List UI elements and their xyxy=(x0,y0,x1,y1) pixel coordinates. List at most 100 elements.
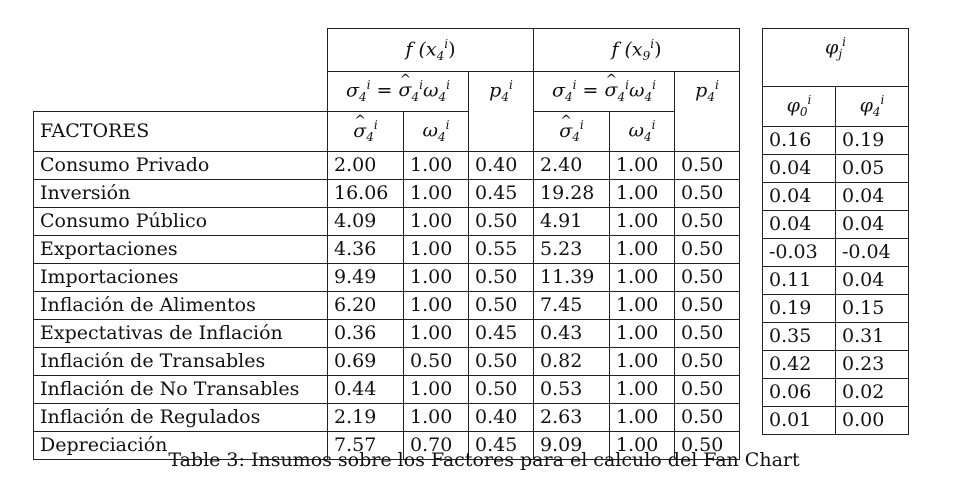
empty-corner xyxy=(34,29,328,72)
factor-name: Depreciación xyxy=(33,431,328,461)
phi-row: 0.06 0.02 xyxy=(762,378,909,408)
factor-name: Consumo Público xyxy=(33,207,328,237)
sigma-formula-1: σ4i = σ4iω4i xyxy=(327,67,469,113)
p4-x4-cell: 0.45 xyxy=(468,179,534,209)
phi-j-header: φji xyxy=(762,28,909,87)
p4-x9-cell: 0.50 xyxy=(674,403,740,433)
table-caption: Table 3: Insumos sobre los Factores para… xyxy=(168,449,800,471)
p4-x4-cell: 0.45 xyxy=(468,431,534,461)
p4-x9-cell: 0.50 xyxy=(674,375,740,405)
phi-row: 0.11 0.04 xyxy=(762,266,909,296)
phi0-cell: 0.04 xyxy=(762,154,836,184)
phi4-cell: 0.04 xyxy=(835,210,909,240)
omega-x9-cell: 1.00 xyxy=(609,151,675,181)
omega-x9-cell: 1.00 xyxy=(609,179,675,209)
omega-header-1: ω4i xyxy=(403,111,469,153)
factors-table: f (x4i) f (x9i) σ4i = σ4iω4i p4i σ4i = σ… xyxy=(33,27,740,461)
phi4-cell: 0.00 xyxy=(835,406,909,436)
phi0-cell: 0.35 xyxy=(762,322,836,352)
phi4-cell: -0.04 xyxy=(835,238,909,268)
omega-x4-cell: 1.00 xyxy=(403,375,469,405)
phi4-cell: 0.05 xyxy=(835,154,909,184)
phi-row: 0.19 0.15 xyxy=(762,294,909,324)
omega-x4-cell: 1.00 xyxy=(403,319,469,349)
empty-corner-2 xyxy=(34,72,328,112)
sigma-hat-header-1: σ4i xyxy=(327,108,404,153)
p4-x4-cell: 0.40 xyxy=(468,403,534,433)
phi4-cell: 0.19 xyxy=(835,126,909,156)
factor-name: Expectativas de Inflación xyxy=(33,319,328,349)
omega-x4-cell: 1.00 xyxy=(403,235,469,265)
table-row: Depreciación 7.57 0.70 0.45 9.09 1.00 0.50 xyxy=(33,431,740,461)
sigma-hat-x9-cell: 7.45 xyxy=(533,291,610,321)
group-header-x9: f (x9i) xyxy=(533,27,740,73)
phi-row: 0.04 0.04 xyxy=(762,182,909,212)
omega-x4-cell: 1.00 xyxy=(403,179,469,209)
phi-row: 0.35 0.31 xyxy=(762,322,909,352)
table-row: Inflación de No Transables 0.44 1.00 0.50 0.… xyxy=(33,375,740,405)
phi-row: 0.16 0.19 xyxy=(762,126,909,156)
sigma-formula-2: σ4i = σ4iω4i xyxy=(533,67,675,113)
sigma-hat-x9-cell: 0.43 xyxy=(533,319,610,349)
factor-name: Importaciones xyxy=(33,263,328,293)
sigma-hat-x9-cell: 11.39 xyxy=(533,263,610,293)
table-row: Exportaciones 4.36 1.00 0.55 5.23 1.00 0.50 xyxy=(33,235,740,265)
factor-name: Inflación de No Transables xyxy=(33,375,328,405)
phi-row: 0.04 0.05 xyxy=(762,154,909,184)
factor-name: Exportaciones xyxy=(33,235,328,265)
factores-header: FACTORES xyxy=(33,111,328,153)
sigma-hat-x9-cell: 2.63 xyxy=(533,403,610,433)
factor-name: Inflación de Alimentos xyxy=(33,291,328,321)
p4-x9-cell: 0.50 xyxy=(674,179,740,209)
sigma-hat-x9-cell: 19.28 xyxy=(533,179,610,209)
phi0-header: φ0i xyxy=(762,85,836,128)
p4-x9-cell: 0.50 xyxy=(674,319,740,349)
sigma-hat-x4-cell: 6.20 xyxy=(327,291,404,321)
factor-name: Consumo Privado xyxy=(33,151,328,181)
p4-x4-cell: 0.50 xyxy=(468,347,534,377)
phi4-cell: 0.04 xyxy=(835,182,909,212)
omega-x4-cell: 1.00 xyxy=(403,263,469,293)
phi0-cell: 0.06 xyxy=(762,378,836,408)
sigma-hat-x9-cell: 5.23 xyxy=(533,235,610,265)
sigma-hat-x4-cell: 4.09 xyxy=(327,207,404,237)
phi-row: 0.01 0.00 xyxy=(762,406,909,436)
omega-x4-cell: 1.00 xyxy=(403,151,469,181)
omega-x9-cell: 1.00 xyxy=(609,263,675,293)
phi-table: φji φ0i φ4i 0.16 0.19 0.04 0.05 0.04 0.04 0.04… xyxy=(762,28,909,436)
omega-x9-cell: 1.00 xyxy=(609,207,675,237)
phi4-cell: 0.02 xyxy=(835,378,909,408)
omega-x4-cell: 1.00 xyxy=(403,403,469,433)
p4-x4-cell: 0.45 xyxy=(468,319,534,349)
phi0-cell: 0.11 xyxy=(762,266,836,296)
sigma-hat-x9-cell: 2.40 xyxy=(533,151,610,181)
sigma-hat-x9-cell: 0.82 xyxy=(533,347,610,377)
p4-x9-cell: 0.50 xyxy=(674,263,740,293)
p4-x9-cell: 0.50 xyxy=(674,291,740,321)
sigma-hat-x4-cell: 0.69 xyxy=(327,347,404,377)
header-row-3: FACTORES σ4i ω4i σ4i ω4i xyxy=(33,108,740,153)
phi-row: -0.03 -0.04 xyxy=(762,238,909,268)
table-row: Inflación de Regulados 2.19 1.00 0.40 2.63 1.… xyxy=(33,403,740,433)
p4-x4-cell: 0.50 xyxy=(468,375,534,405)
sigma-hat-x4-cell: 9.49 xyxy=(327,263,404,293)
phi4-cell: 0.23 xyxy=(835,350,909,380)
p4-x9-cell: 0.50 xyxy=(674,235,740,265)
sigma-hat-x4-cell: 2.19 xyxy=(327,403,404,433)
sigma-hat-x4-cell: 0.44 xyxy=(327,375,404,405)
omega-header-2: ω4i xyxy=(609,111,675,153)
sigma-hat-x9-cell: 4.91 xyxy=(533,207,610,237)
phi0-cell: 0.04 xyxy=(762,210,836,240)
phi0-cell: -0.03 xyxy=(762,238,836,268)
sigma-hat-x4-cell: 0.36 xyxy=(327,319,404,349)
p4-x4-cell: 0.55 xyxy=(468,235,534,265)
header-row-1: f (x4i) f (x9i) xyxy=(34,27,740,73)
factor-name: Inflación de Transables xyxy=(33,347,328,377)
phi4-cell: 0.15 xyxy=(835,294,909,324)
p4-x9-cell: 0.50 xyxy=(674,207,740,237)
phi-row: 0.04 0.04 xyxy=(762,210,909,240)
omega-x4-cell: 0.50 xyxy=(403,347,469,377)
table-row: Consumo Público 4.09 1.00 0.50 4.91 1.00 0.50 xyxy=(33,207,740,237)
p4-x4-cell: 0.40 xyxy=(468,151,534,181)
sigma-hat-x4-cell: 2.00 xyxy=(327,151,404,181)
